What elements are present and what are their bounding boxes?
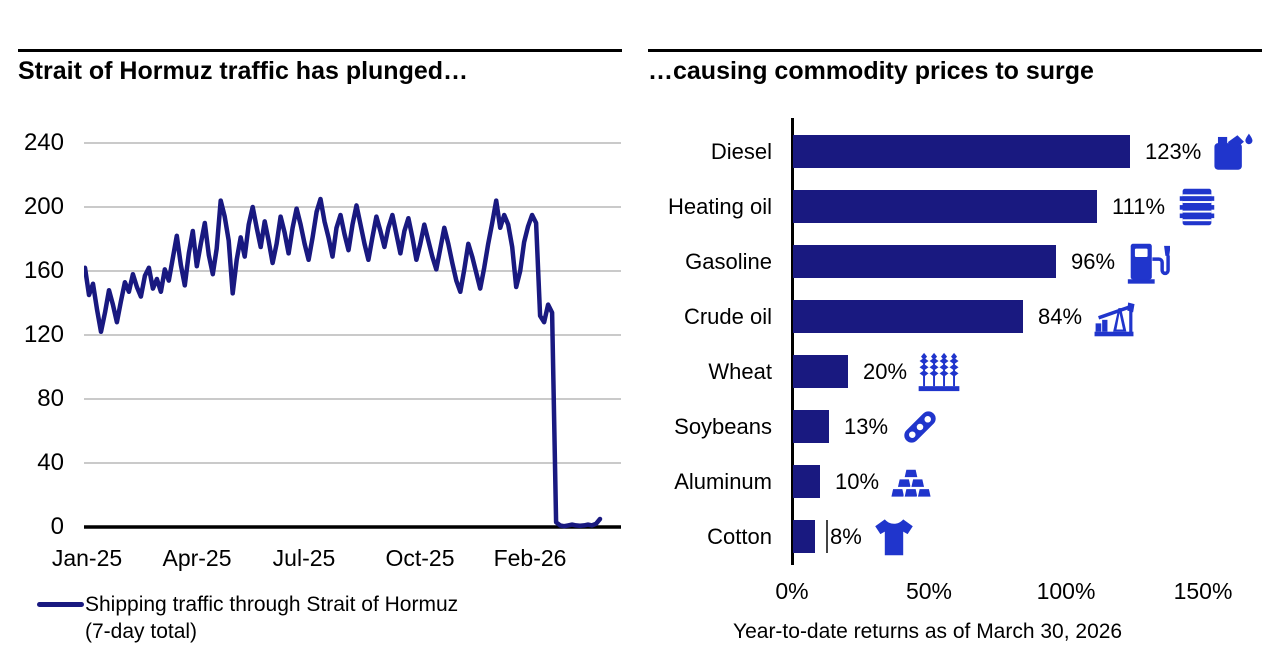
- bar-value-label: 84%: [1038, 303, 1083, 329]
- bar-value-label: 8%: [830, 523, 862, 549]
- category-label: Wheat: [708, 359, 772, 384]
- bar: [793, 245, 1056, 278]
- category-label: Aluminum: [674, 469, 772, 494]
- y-tick-label: 200: [23, 193, 64, 220]
- bar-value-label: 13%: [844, 413, 889, 439]
- soybean-pod-icon: [897, 404, 943, 450]
- bar-row: 123%: [793, 124, 1256, 179]
- y-tick-label: 40: [37, 449, 64, 476]
- percent-tick-label: 150%: [1173, 578, 1233, 604]
- percent-tick-label: 50%: [905, 578, 953, 604]
- ingot-stack-icon: [888, 459, 934, 505]
- category-label: Heating oil: [668, 194, 772, 219]
- percent-tick-label: 100%: [1036, 578, 1096, 604]
- text-cursor-artifact: [826, 520, 828, 553]
- x-tick-label: Oct-25: [385, 545, 455, 571]
- legend-label-line2: (7-day total): [85, 620, 198, 643]
- bar-row: 96%: [793, 234, 1170, 289]
- y-tick-label: 0: [50, 513, 64, 540]
- right-panel-title: …causing commodity prices to surge: [648, 57, 1094, 85]
- left-panel-title: Strait of Hormuz traffic has plunged…: [18, 57, 469, 85]
- traffic-line-chart: [84, 142, 621, 529]
- x-tick-label: Apr-25: [162, 545, 232, 571]
- traffic-line-series: [84, 196, 603, 529]
- bar-row: 13%: [793, 399, 943, 454]
- x-tick-label: Feb-26: [493, 545, 567, 571]
- category-label: Soybeans: [674, 414, 772, 439]
- y-tick-label: 80: [37, 385, 64, 412]
- bar-value-label: 123%: [1145, 138, 1202, 164]
- x-tick-label: Jul-25: [272, 545, 336, 571]
- bar: [793, 410, 829, 443]
- traffic-legend: Shipping traffic through Strait of Hormu…: [85, 591, 458, 645]
- bar-value-label: 96%: [1071, 248, 1116, 274]
- fuel-can-icon: [1210, 129, 1256, 175]
- y-tick-label: 120: [23, 321, 64, 348]
- bar-row: 20%: [793, 344, 962, 399]
- bar-row: 84%: [793, 289, 1137, 344]
- bar: [793, 190, 1097, 223]
- percent-tick-label: 0%: [775, 578, 809, 604]
- bar-value-label: 111%: [1112, 193, 1166, 219]
- bar-row: 8%: [793, 509, 917, 564]
- bar-value-label: 10%: [835, 468, 880, 494]
- bar-row: 10%: [793, 454, 934, 509]
- legend-label-line1: Shipping traffic through Strait of Hormu…: [85, 593, 459, 616]
- category-label: Gasoline: [685, 249, 772, 274]
- right-title-rule: [648, 49, 1262, 52]
- bar: [793, 300, 1023, 333]
- fuel-pump-icon: [1124, 239, 1170, 285]
- bar: [793, 355, 848, 388]
- wheat-icon: [916, 349, 962, 395]
- left-title-rule: [18, 49, 622, 52]
- x-tick-label: Jan-25: [51, 545, 123, 571]
- bar-chart-value-axis: [791, 118, 794, 565]
- y-tick-label: 160: [23, 257, 64, 284]
- bar: [793, 465, 820, 498]
- pumpjack-icon: [1091, 294, 1137, 340]
- oil-drum-icon: [1174, 184, 1220, 230]
- legend-line-swatch: [37, 602, 84, 607]
- y-tick-label: 240: [23, 129, 64, 156]
- bar-row: 111%: [793, 179, 1220, 234]
- category-label: Cotton: [707, 524, 772, 549]
- bar-chart-caption: Year-to-date returns as of March 30, 202…: [733, 620, 1123, 643]
- category-label: Diesel: [710, 139, 772, 164]
- category-label: Crude oil: [683, 304, 772, 329]
- bar: [793, 135, 1130, 168]
- tshirt-icon: [871, 514, 917, 560]
- bar-value-label: 20%: [863, 358, 908, 384]
- bar: [793, 520, 815, 553]
